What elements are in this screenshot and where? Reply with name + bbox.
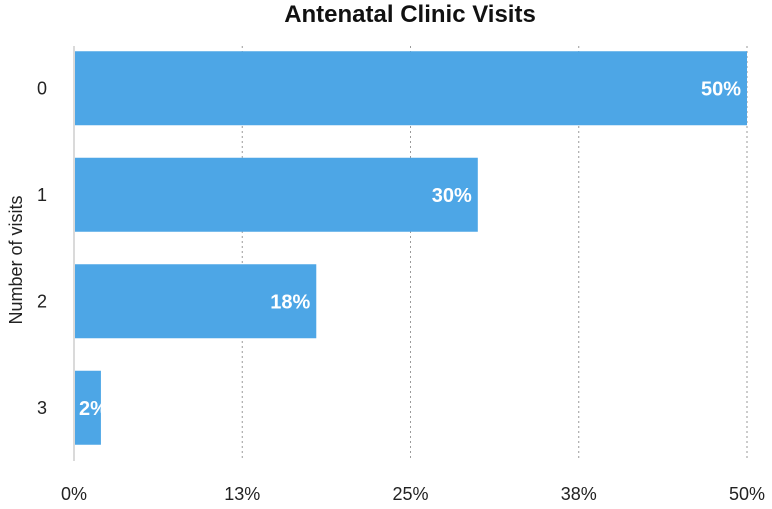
category-label: 0 bbox=[37, 78, 47, 98]
x-tick-label: 0% bbox=[61, 484, 87, 504]
tick-labels: 0% 13% 25% 38% 50% bbox=[61, 484, 765, 504]
grid-lines bbox=[73, 46, 748, 461]
x-tick-label: 38% bbox=[561, 484, 597, 504]
data-labels: 50% 30% 18% 2% bbox=[79, 78, 741, 420]
x-tick-label: 50% bbox=[729, 484, 765, 504]
bar bbox=[75, 157, 478, 232]
category-label: 1 bbox=[37, 185, 47, 205]
bar-value-label: 30% bbox=[432, 185, 472, 207]
bar bbox=[75, 264, 317, 339]
y-axis-title: Number of visits bbox=[6, 195, 26, 324]
bar-value-label: 50% bbox=[701, 78, 741, 100]
x-tick-label: 13% bbox=[224, 484, 260, 504]
chart-title: Antenatal Clinic Visits bbox=[284, 1, 536, 28]
category-label: 2 bbox=[37, 291, 47, 311]
x-tick-label: 25% bbox=[392, 484, 428, 504]
bar-value-label: 18% bbox=[270, 291, 310, 313]
category-label: 3 bbox=[37, 398, 47, 418]
bar bbox=[75, 51, 747, 126]
bar-value-label: 2% bbox=[79, 398, 108, 420]
bar bbox=[75, 370, 101, 445]
bars bbox=[75, 51, 747, 445]
category-labels: 0 1 2 3 bbox=[37, 78, 47, 418]
